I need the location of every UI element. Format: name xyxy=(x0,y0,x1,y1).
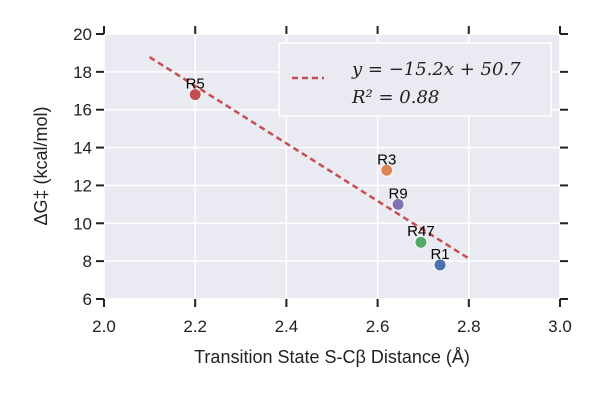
fit-line xyxy=(148,56,470,260)
x-axis-title: Transition State S-Cβ Distance (Å) xyxy=(194,347,470,367)
x-tick-label: 2.4 xyxy=(275,317,299,336)
point-label-r1: R1 xyxy=(430,246,449,263)
x-tick-label: 2.8 xyxy=(457,317,481,336)
x-tick-label: 2.2 xyxy=(183,317,207,336)
point-r9 xyxy=(391,197,405,211)
y-tick-label: 12 xyxy=(73,176,92,195)
point-r3 xyxy=(380,163,394,177)
y-tick-label: 18 xyxy=(73,63,92,82)
point-label-r3: R3 xyxy=(377,151,396,168)
y-tick-label: 14 xyxy=(73,139,92,158)
data-points xyxy=(188,88,447,272)
y-axis-title: ΔG‡ (kcal/mol) xyxy=(31,106,51,225)
y-tick-label: 20 xyxy=(73,25,92,44)
x-tick-label: 2.6 xyxy=(366,317,390,336)
point-r1 xyxy=(433,258,447,272)
point-labels: R5 R3 R9 R47 R1 xyxy=(186,76,450,263)
y-tick-labels: 6 8 10 12 14 16 18 20 xyxy=(73,25,92,309)
y-tick-label: 6 xyxy=(83,290,92,309)
legend-equation: y = −15.2x + 50.7 xyxy=(351,59,521,80)
point-label-r9: R9 xyxy=(389,185,408,202)
point-r47 xyxy=(414,235,428,249)
legend: y = −15.2x + 50.7 R² = 0.88 xyxy=(278,42,552,117)
x-tick-label: 2.0 xyxy=(92,317,116,336)
axis-ticks xyxy=(96,26,568,307)
point-r5 xyxy=(188,88,202,102)
y-tick-label: 8 xyxy=(83,252,92,271)
fit-line-group xyxy=(148,56,470,260)
legend-box xyxy=(278,42,552,117)
y-tick-label: 10 xyxy=(73,214,92,233)
legend-r-squared: R² = 0.88 xyxy=(351,87,439,108)
y-tick-label: 16 xyxy=(73,101,92,120)
point-label-r47: R47 xyxy=(407,223,435,240)
x-tick-label: 3.0 xyxy=(548,317,572,336)
x-tick-labels: 2.0 2.2 2.4 2.6 2.8 3.0 xyxy=(92,317,572,336)
point-label-r5: R5 xyxy=(186,76,205,93)
